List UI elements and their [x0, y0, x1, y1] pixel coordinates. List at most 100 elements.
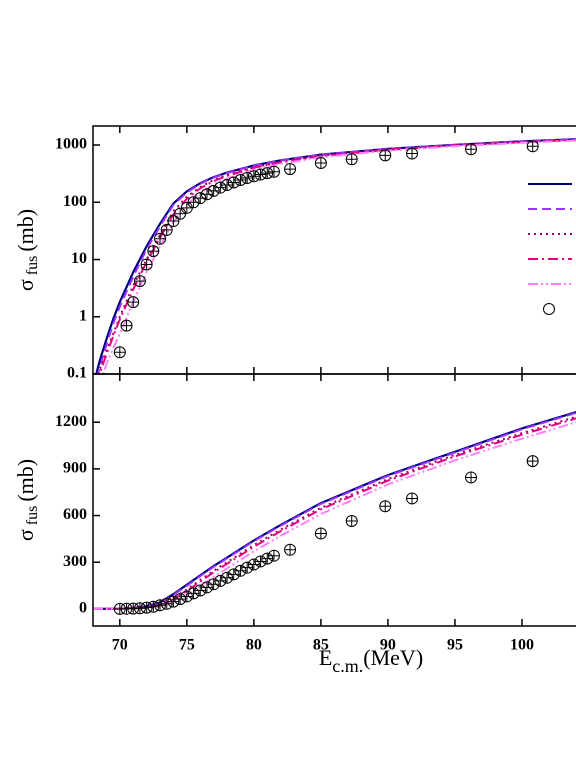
- data-point: [234, 564, 247, 577]
- point-cross: [234, 565, 246, 577]
- point-cross: [527, 455, 539, 467]
- x-tick-label: 85: [313, 637, 329, 654]
- point-cross: [134, 275, 146, 287]
- data-point: [180, 201, 193, 214]
- frame: [92, 373, 576, 627]
- y-tick-label: 0: [79, 600, 87, 617]
- curve: [97, 138, 576, 374]
- point-cross: [248, 170, 260, 182]
- data-point: [241, 172, 254, 185]
- point-cross: [214, 182, 226, 194]
- point-cross: [181, 590, 193, 602]
- data-point: [180, 590, 193, 603]
- point-cross: [154, 599, 166, 611]
- data-point: [207, 184, 220, 197]
- y-tick-label: 300: [63, 553, 87, 570]
- curve: [98, 139, 576, 374]
- y-tick-label: 900: [63, 460, 87, 477]
- point-cross: [315, 157, 327, 169]
- point-cross: [181, 202, 193, 214]
- data-point: [345, 515, 358, 527]
- legend: [528, 183, 572, 315]
- plot-area: [93, 410, 576, 615]
- point-cross: [346, 515, 358, 527]
- y-axis-label: σ fus (mb): [13, 459, 41, 541]
- point-cross: [284, 544, 296, 556]
- x-axis-label: Ec.m.(MeV): [319, 645, 423, 676]
- data-point: [379, 500, 392, 513]
- data-point: [167, 215, 180, 228]
- point-cross: [194, 585, 206, 597]
- point-cross: [167, 596, 179, 608]
- data-point: [154, 599, 167, 612]
- data-point: [127, 296, 140, 309]
- data-point: [284, 163, 297, 176]
- point-cross: [208, 185, 220, 197]
- data-point: [254, 555, 267, 568]
- point-cross: [228, 176, 240, 188]
- point-cross: [406, 148, 418, 160]
- point-cross: [527, 140, 539, 152]
- x-label-symbol: E: [319, 645, 332, 670]
- data-point: [194, 584, 207, 597]
- point-cross: [284, 163, 296, 175]
- point-cross: [241, 562, 253, 574]
- data-point: [284, 543, 297, 556]
- data-point: [379, 149, 392, 162]
- data-point: [147, 245, 160, 258]
- data-point: [160, 597, 173, 610]
- data-point: [214, 181, 227, 194]
- point-cross: [161, 598, 173, 610]
- curve: [93, 421, 576, 610]
- curve: [102, 139, 576, 374]
- x-tick-label: 75: [179, 637, 195, 654]
- point-cross: [161, 224, 173, 236]
- data-point: [113, 346, 126, 359]
- data-point: [314, 157, 327, 170]
- point-cross: [201, 188, 213, 200]
- data-point: [465, 143, 478, 156]
- legend-marker: [543, 303, 555, 315]
- point-cross: [241, 172, 253, 184]
- y-tick-label: 1200: [55, 413, 87, 430]
- plot-area: [95, 138, 576, 374]
- point-cross: [208, 578, 220, 590]
- point-cross: [141, 602, 153, 614]
- data-point: [160, 223, 173, 236]
- y-label-sub: fus: [24, 506, 41, 526]
- point-cross: [255, 169, 267, 181]
- point-cross: [167, 215, 179, 227]
- point-cross: [127, 296, 139, 308]
- x-tick-label: 90: [380, 637, 396, 654]
- data-point: [207, 578, 220, 591]
- data-point: [154, 232, 167, 245]
- data-point: [526, 455, 539, 468]
- point-cross: [379, 149, 391, 161]
- data-point: [526, 140, 539, 153]
- data-point: [194, 192, 207, 205]
- curve: [93, 417, 576, 610]
- data-point: [221, 179, 234, 192]
- data-point: [234, 173, 247, 186]
- data-point: [267, 549, 280, 562]
- y-tick-label: 1000: [55, 136, 87, 153]
- point-cross: [406, 492, 418, 504]
- data-point: [261, 552, 274, 565]
- data-point: [247, 558, 260, 571]
- point-cross: [147, 245, 159, 257]
- data-point: [147, 600, 160, 613]
- y-label-sub: fus: [24, 256, 41, 276]
- data-point: [221, 571, 234, 584]
- data-point: [214, 574, 227, 587]
- y-tick-label: 1: [79, 307, 87, 324]
- point-cross: [228, 568, 240, 580]
- point-cross: [248, 559, 260, 571]
- y-tick-label: 600: [63, 506, 87, 523]
- data-point: [174, 593, 187, 606]
- y-tick-label: 100: [63, 193, 87, 210]
- y-label-unit: (mb): [13, 459, 38, 502]
- curve: [93, 415, 576, 610]
- data-point: [261, 167, 274, 180]
- data-point: [120, 319, 133, 332]
